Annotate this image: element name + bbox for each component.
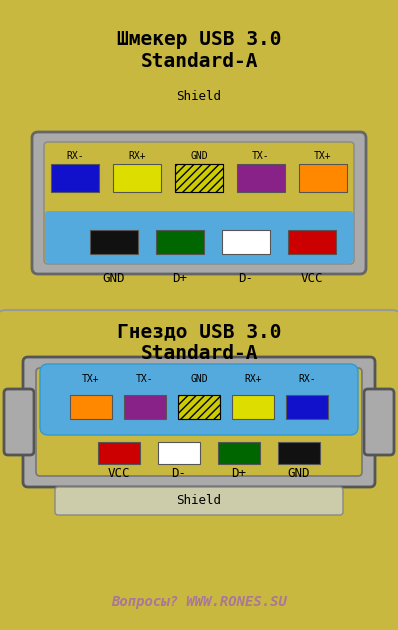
Text: RX+: RX+ <box>244 374 262 384</box>
Bar <box>113 164 161 192</box>
Text: GND: GND <box>190 151 208 161</box>
Bar <box>178 395 220 419</box>
Bar <box>286 395 328 419</box>
Text: TX-: TX- <box>136 374 154 384</box>
Bar <box>51 164 99 192</box>
FancyBboxPatch shape <box>4 389 34 455</box>
Bar <box>218 442 260 464</box>
Text: Standard-A: Standard-A <box>140 344 258 363</box>
Bar <box>70 395 112 419</box>
Text: D-: D- <box>172 467 187 480</box>
Bar <box>124 395 166 419</box>
Text: Вопросы? WWW.RONES.SU: Вопросы? WWW.RONES.SU <box>111 595 287 609</box>
FancyBboxPatch shape <box>44 142 354 264</box>
Text: Standard-A: Standard-A <box>140 52 258 71</box>
Bar <box>178 395 220 419</box>
Text: Гнездо USB 3.0: Гнездо USB 3.0 <box>117 322 281 341</box>
Bar <box>232 395 274 419</box>
Text: TX+: TX+ <box>314 151 332 161</box>
Text: Shield: Shield <box>176 495 222 508</box>
Bar <box>156 230 204 254</box>
Text: VCC: VCC <box>108 467 130 480</box>
Bar <box>175 164 223 192</box>
Bar <box>278 442 320 464</box>
FancyBboxPatch shape <box>55 487 343 515</box>
Bar <box>175 164 223 192</box>
FancyBboxPatch shape <box>0 0 398 322</box>
Bar <box>90 230 138 254</box>
Bar <box>237 164 285 192</box>
Text: Shield: Shield <box>176 90 222 103</box>
Text: VCC: VCC <box>301 272 323 285</box>
Bar <box>288 230 336 254</box>
Text: GND: GND <box>190 374 208 384</box>
Bar <box>299 164 347 192</box>
Bar <box>98 442 140 464</box>
Text: GND: GND <box>103 272 125 285</box>
FancyBboxPatch shape <box>0 310 398 630</box>
FancyBboxPatch shape <box>32 132 366 274</box>
Text: TX+: TX+ <box>82 374 100 384</box>
Text: GND: GND <box>288 467 310 480</box>
Bar <box>222 230 270 254</box>
Text: RX+: RX+ <box>128 151 146 161</box>
Text: TX-: TX- <box>252 151 270 161</box>
FancyBboxPatch shape <box>23 357 375 487</box>
FancyBboxPatch shape <box>36 368 362 476</box>
Text: D-: D- <box>238 272 254 285</box>
FancyBboxPatch shape <box>45 211 353 263</box>
Text: RX-: RX- <box>298 374 316 384</box>
Text: RX-: RX- <box>66 151 84 161</box>
Bar <box>158 442 200 464</box>
Text: Шмекер USB 3.0: Шмекер USB 3.0 <box>117 30 281 49</box>
FancyBboxPatch shape <box>40 364 358 435</box>
Text: D+: D+ <box>232 467 246 480</box>
Text: D+: D+ <box>172 272 187 285</box>
FancyBboxPatch shape <box>364 389 394 455</box>
